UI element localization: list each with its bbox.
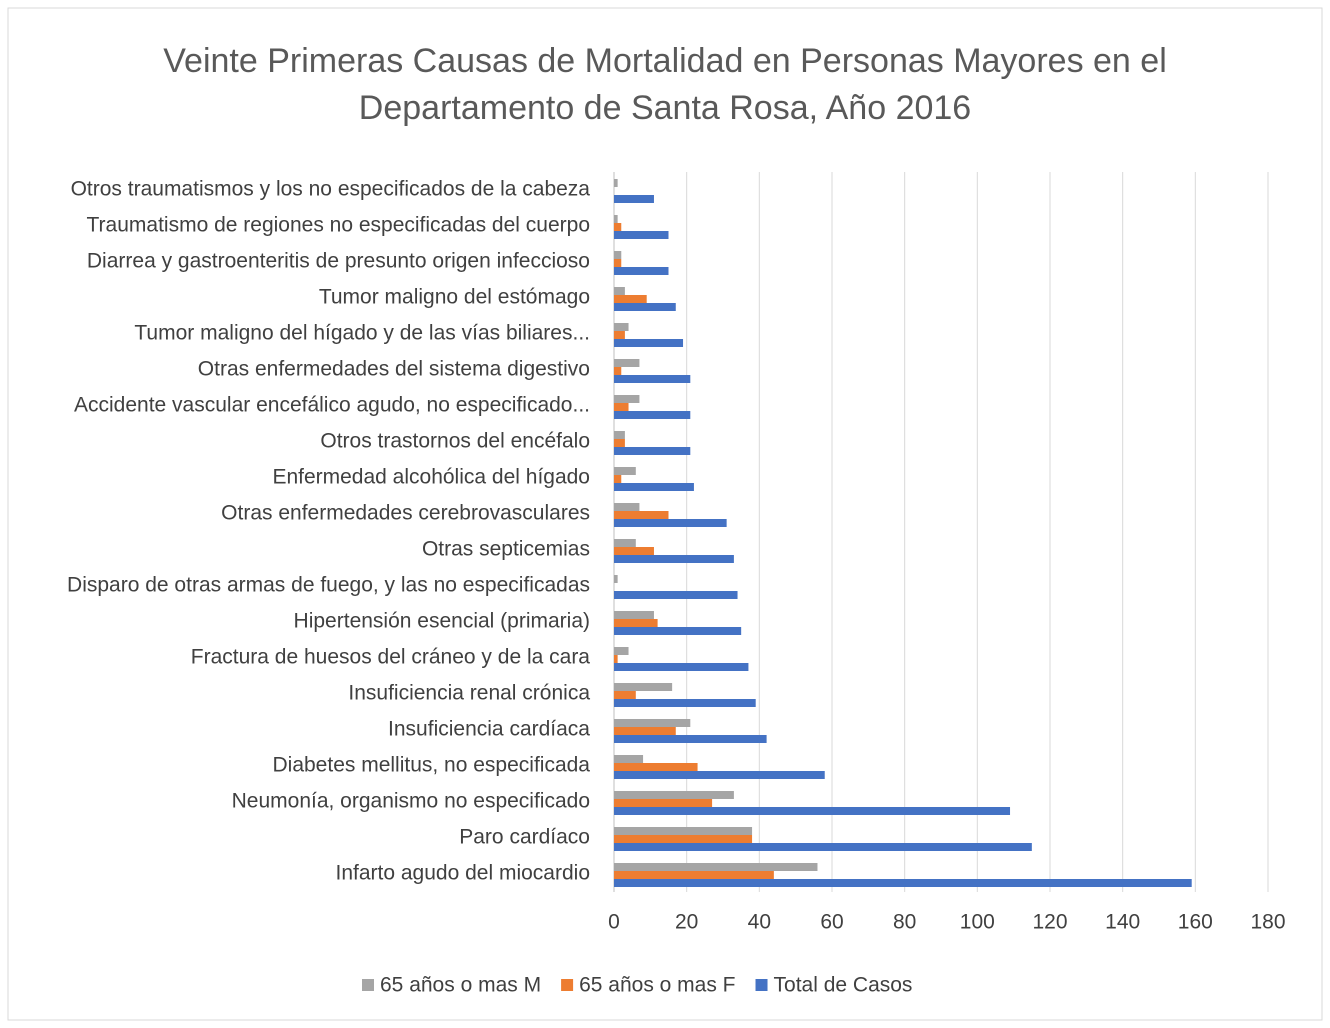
- bar: [614, 547, 654, 555]
- legend-label: 65 años o mas M: [380, 974, 541, 997]
- chart-title: Veinte Primeras Causas de Mortalidad en …: [163, 42, 1167, 127]
- y-tick-label: Otras enfermedades cerebrovasculares: [221, 502, 590, 525]
- chart-frame: [7, 7, 1323, 1021]
- bar: [614, 251, 622, 259]
- bar: [614, 331, 625, 339]
- bar: [614, 699, 756, 707]
- x-tick-label: 180: [1250, 911, 1285, 934]
- y-tick-label: Traumatismo de regiones no especificadas…: [87, 214, 591, 237]
- bar: [614, 231, 669, 239]
- bar: [614, 763, 698, 771]
- bar: [614, 863, 818, 871]
- bar: [614, 339, 684, 347]
- legend-label: 65 años o mas F: [579, 974, 735, 997]
- x-tick-label: 160: [1178, 911, 1213, 934]
- bar: [614, 511, 669, 519]
- bar: [614, 755, 644, 763]
- legend-swatch: [561, 979, 574, 991]
- y-tick-label: Otros trastornos del encéfalo: [320, 430, 590, 453]
- bar: [614, 627, 742, 635]
- y-tick-label: Otros traumatismos y los no especificado…: [71, 178, 591, 201]
- y-tick-label: Fractura de huesos del cráneo y de la ca…: [191, 646, 591, 669]
- bar: [614, 663, 749, 671]
- bar: [614, 807, 1011, 815]
- bar: [614, 439, 625, 447]
- bar: [614, 519, 727, 527]
- bar: [614, 179, 618, 187]
- bar: [614, 483, 694, 491]
- bar: [614, 611, 654, 619]
- bar: [614, 195, 654, 203]
- bar: [614, 503, 640, 511]
- bar: [614, 215, 618, 223]
- bar: [614, 843, 1032, 851]
- y-tick-label: Diarrea y gastroenteritis de presunto or…: [87, 250, 590, 273]
- bar: [614, 727, 676, 735]
- bar: [614, 619, 658, 627]
- y-tick-label: Infarto agudo del miocardio: [336, 862, 591, 885]
- x-tick-label: 20: [675, 911, 698, 934]
- x-tick-label: 120: [1032, 911, 1067, 934]
- legend-swatch: [362, 979, 374, 991]
- y-tick-label: Disparo de otras armas de fuego, y las n…: [67, 574, 590, 597]
- bar: [614, 323, 629, 331]
- bar: [614, 575, 618, 583]
- y-tick-label: Accidente vascular encefálico agudo, no …: [74, 394, 590, 417]
- bar: [614, 799, 713, 807]
- x-tick-label: 0: [608, 911, 620, 934]
- x-tick-label: 140: [1105, 911, 1140, 934]
- bar: [614, 467, 636, 475]
- y-tick-label: Insuficiencia renal crónica: [348, 682, 590, 705]
- bar: [614, 791, 734, 799]
- bar: [614, 591, 738, 599]
- bar: [614, 475, 622, 483]
- x-tick-label: 40: [748, 911, 771, 934]
- bar: [614, 871, 774, 879]
- bar: [614, 259, 622, 267]
- y-tick-label: Diabetes mellitus, no especificada: [272, 754, 590, 777]
- y-tick-label: Enfermedad alcohólica del hígado: [272, 466, 590, 489]
- bar: [614, 287, 625, 295]
- legend-swatch: [755, 979, 768, 991]
- y-tick-label: Tumor maligno del hígado y de las vías b…: [134, 322, 590, 345]
- bar: [614, 431, 625, 439]
- y-tick-label: Insuficiencia cardíaca: [388, 718, 590, 741]
- bar: [614, 835, 753, 843]
- bar: [614, 647, 629, 655]
- y-tick-label: Paro cardíaco: [459, 826, 590, 849]
- bar: [614, 411, 691, 419]
- x-tick-label: 60: [820, 911, 843, 934]
- y-tick-label: Neumonía, organismo no especificado: [232, 790, 590, 813]
- y-tick-label: Otras septicemias: [422, 538, 590, 561]
- bar: [614, 223, 622, 231]
- y-tick-label: Tumor maligno del estómago: [319, 286, 590, 309]
- bar: [614, 395, 640, 403]
- bar: [614, 555, 734, 563]
- bar: [614, 403, 629, 411]
- legend-label: Total de Casos: [774, 974, 913, 997]
- bar: [614, 827, 753, 835]
- bar: [614, 771, 825, 779]
- bar: [614, 719, 691, 727]
- bar: [614, 447, 691, 455]
- bar: [614, 295, 647, 303]
- y-tick-label: Hipertensión esencial (primaria): [294, 610, 590, 633]
- bar: [614, 655, 618, 663]
- bar: [614, 539, 636, 547]
- x-tick-label: 100: [960, 911, 995, 934]
- bar: [614, 303, 676, 311]
- bar: [614, 367, 622, 375]
- x-tick-label: 80: [893, 911, 916, 934]
- bar: [614, 683, 673, 691]
- bar: [614, 267, 669, 275]
- bar: [614, 691, 636, 699]
- bar: [614, 879, 1192, 887]
- y-tick-label: Otras enfermedades del sistema digestivo: [198, 358, 590, 381]
- bar: [614, 375, 691, 383]
- bar: [614, 359, 640, 367]
- bar: [614, 735, 767, 743]
